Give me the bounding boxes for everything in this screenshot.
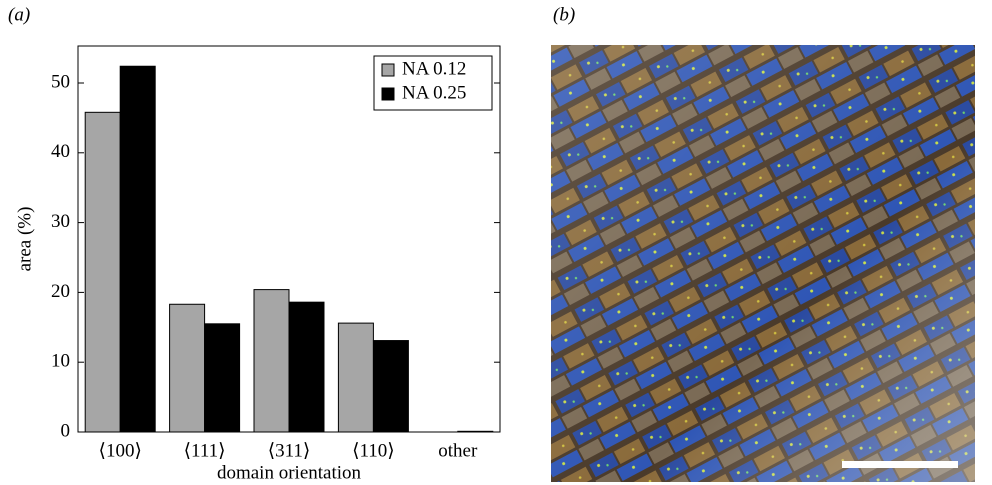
legend-swatch bbox=[381, 87, 395, 101]
plot-frame bbox=[77, 45, 501, 433]
bar bbox=[119, 65, 156, 433]
x-tick-label: ⟨110⟩ bbox=[352, 440, 395, 461]
bar bbox=[337, 322, 374, 433]
x-tick-label: ⟨100⟩ bbox=[99, 440, 142, 461]
y-tick-label: 40 bbox=[51, 141, 70, 162]
x-tick-label: other bbox=[438, 440, 478, 461]
y-tick-label: 30 bbox=[51, 211, 70, 232]
x-tick-label: ⟨111⟩ bbox=[184, 440, 226, 461]
panel-label: (a) bbox=[8, 4, 30, 25]
scale-bar bbox=[842, 461, 958, 468]
legend-label: NA 0.25 bbox=[402, 82, 466, 103]
y-tick-label: 50 bbox=[51, 71, 70, 92]
y-axis-label: area (%) bbox=[14, 207, 35, 272]
y-tick-label: 20 bbox=[51, 281, 70, 302]
y-tick-label: 10 bbox=[51, 351, 70, 372]
legend-swatch bbox=[381, 63, 395, 77]
bar bbox=[372, 340, 409, 433]
x-tick-label: ⟨311⟩ bbox=[268, 440, 311, 461]
bar bbox=[288, 301, 325, 433]
bar bbox=[169, 303, 206, 433]
panel-label: (b) bbox=[553, 4, 575, 25]
x-axis-label: domain orientation bbox=[217, 462, 362, 483]
bar bbox=[253, 289, 290, 433]
micrograph bbox=[551, 45, 975, 482]
bar bbox=[204, 323, 241, 433]
legend-label: NA 0.12 bbox=[402, 58, 466, 79]
bar bbox=[84, 111, 121, 433]
y-tick-label: 0 bbox=[61, 420, 71, 441]
